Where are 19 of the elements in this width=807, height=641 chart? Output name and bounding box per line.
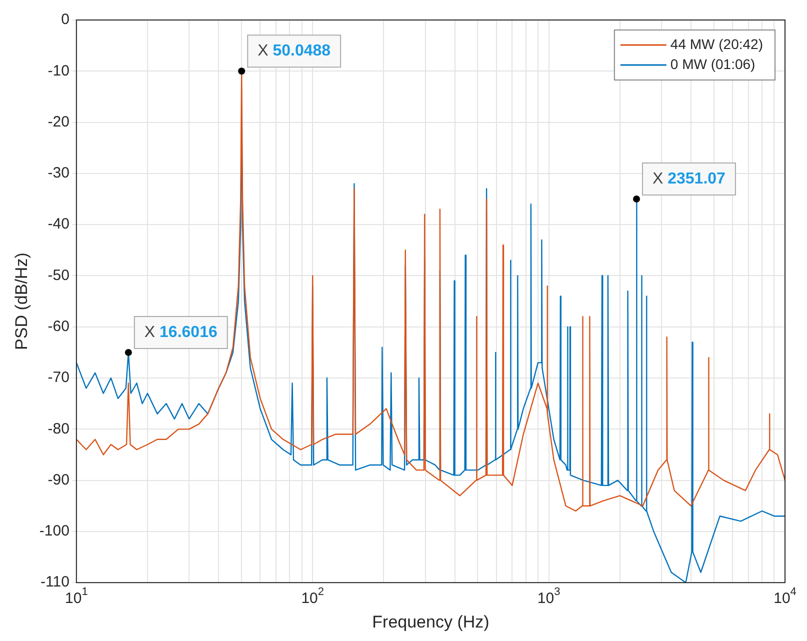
y-tick-label: -90 (48, 471, 70, 488)
y-tick-label: -40 (48, 216, 70, 233)
y-tick-label: -80 (48, 420, 70, 438)
legend-label: 0 MW (01:06) (670, 56, 756, 72)
legend-label: 44 MW (20:42) (670, 36, 764, 52)
y-tick-label: -60 (48, 318, 70, 336)
annotation: X 2351.07 (652, 170, 726, 188)
y-tick-label: -100 (39, 522, 70, 540)
y-tick-label: -110 (40, 574, 70, 591)
y-tick-label: -20 (48, 113, 70, 130)
annotation: X 16.6016 (144, 324, 218, 341)
y-tick-label: 0 (61, 11, 70, 28)
y-tick-label: -30 (48, 164, 70, 182)
annotation: X 50.0488 (258, 42, 331, 60)
y-tick-label: -70 (48, 369, 70, 386)
x-axis-title: Frequency (Hz) (372, 612, 490, 632)
y-tick-label: -10 (48, 62, 70, 80)
y-tick-label: -50 (48, 266, 70, 284)
y-axis-title: PSD (dB/Hz) (12, 252, 31, 350)
